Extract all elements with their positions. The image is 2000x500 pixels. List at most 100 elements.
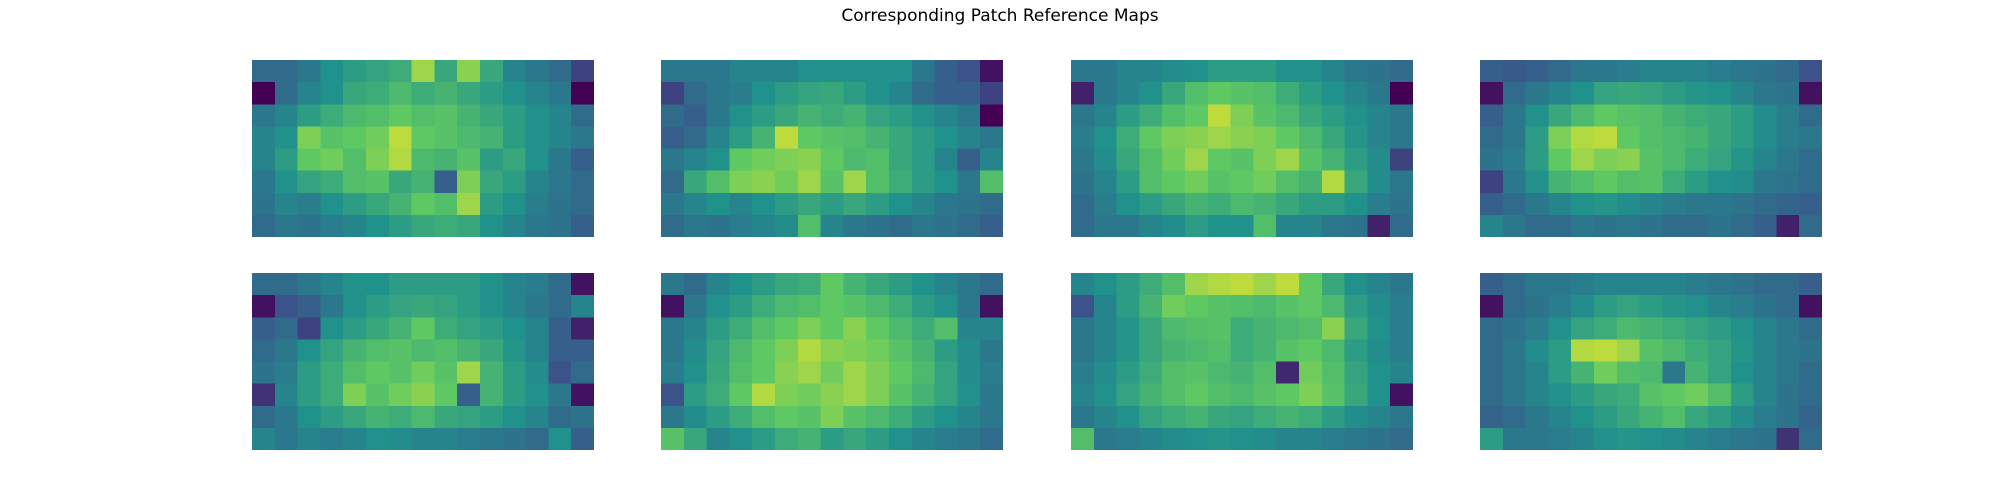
heatmap-cell <box>1571 104 1595 127</box>
heatmap-cell <box>297 170 321 194</box>
heatmap-cell <box>1662 361 1686 385</box>
heatmap-cell <box>274 427 299 450</box>
heatmap-cell <box>1390 104 1413 127</box>
heatmap-cell <box>752 427 776 450</box>
heatmap-cell <box>320 192 344 216</box>
heatmap-cell <box>866 383 890 407</box>
heatmap-cell <box>1594 383 1618 407</box>
heatmap-cell <box>525 273 549 296</box>
heatmap-cell <box>502 60 527 83</box>
heatmap-cell <box>820 82 844 105</box>
heatmap-cell <box>729 317 753 340</box>
heatmap-cell <box>1390 405 1413 429</box>
heatmap-cell <box>1367 427 1391 450</box>
heatmap-cell <box>1525 405 1549 429</box>
heatmap-cell <box>1594 126 1618 149</box>
heatmap-cell <box>1071 383 1095 407</box>
heatmap-cell <box>366 273 390 296</box>
heatmap-cell <box>252 383 276 407</box>
heatmap-cell <box>752 104 776 127</box>
heatmap-cell <box>1594 82 1618 105</box>
heatmap-cell <box>502 295 527 318</box>
heatmap-cell <box>320 317 344 340</box>
heatmap-cell <box>571 339 594 362</box>
heatmap-cell <box>548 273 572 296</box>
heatmap-cell <box>957 148 981 172</box>
heatmap-cell <box>1162 82 1186 105</box>
heatmap-cell <box>683 361 708 385</box>
heatmap-cell <box>775 192 799 216</box>
heatmap-cell <box>411 361 435 385</box>
heatmap-cell <box>934 273 958 296</box>
heatmap-cell <box>502 214 527 237</box>
heatmap-cell <box>1708 126 1732 149</box>
heatmap-cell <box>1776 192 1800 216</box>
heatmap-cell <box>706 192 730 216</box>
heatmap-cell <box>1321 170 1346 194</box>
heatmap-cell <box>297 295 321 318</box>
heatmap-cell <box>1071 126 1095 149</box>
heatmap-cell <box>775 104 799 127</box>
heatmap-cell <box>252 427 276 450</box>
heatmap-cell <box>502 148 527 172</box>
heatmap-cell <box>729 148 753 172</box>
heatmap-cell <box>1662 126 1686 149</box>
heatmap-cell <box>889 148 913 172</box>
heatmap-cell <box>320 126 344 149</box>
heatmap-cell <box>571 126 594 149</box>
heatmap-cell <box>934 192 958 216</box>
heatmap-cell <box>320 214 344 237</box>
heatmap-cell <box>980 192 1003 216</box>
heatmap-cell <box>729 82 753 105</box>
heatmap-cell <box>1594 273 1618 296</box>
heatmap-cell <box>480 170 504 194</box>
heatmap-cell <box>1730 126 1755 149</box>
heatmap-cell <box>1116 214 1140 237</box>
heatmap-cell <box>1708 295 1732 318</box>
heatmap-cell <box>1321 104 1346 127</box>
heatmap-cell <box>1071 361 1095 385</box>
heatmap-cell <box>1253 60 1277 83</box>
heatmap-cell <box>661 361 685 385</box>
heatmap-cell <box>889 126 913 149</box>
heatmap-cell <box>1321 317 1346 340</box>
heatmap-cell <box>1344 82 1368 105</box>
heatmap-cell <box>706 339 730 362</box>
heatmap-cell <box>911 317 936 340</box>
heatmap-cell <box>934 295 958 318</box>
heatmap-cell <box>502 361 527 385</box>
heatmap-cell <box>911 104 936 127</box>
heatmap-cell <box>683 383 708 407</box>
heatmap-cell <box>434 214 458 237</box>
heatmap-cell <box>1685 317 1709 340</box>
heatmap-cell <box>548 192 572 216</box>
heatmap-cell <box>1776 273 1800 296</box>
heatmap-cell <box>1502 60 1527 83</box>
heatmap-cell <box>1594 361 1618 385</box>
heatmap-cell <box>480 126 504 149</box>
heatmap-cell <box>411 295 435 318</box>
heatmap-cell <box>1685 295 1709 318</box>
heatmap-cell <box>1116 383 1140 407</box>
heatmap-cell <box>752 126 776 149</box>
heatmap-cell <box>1685 339 1709 362</box>
heatmap-cell <box>820 383 844 407</box>
heatmap-cell <box>889 192 913 216</box>
heatmap-cell <box>1708 317 1732 340</box>
heatmap-cell <box>1594 427 1618 450</box>
heatmap-cell <box>297 317 321 340</box>
heatmap-cell <box>1662 104 1686 127</box>
heatmap-cell <box>934 317 958 340</box>
heatmap-cell <box>571 427 594 450</box>
heatmap-cell <box>1594 295 1618 318</box>
heatmap-cell <box>343 82 367 105</box>
heatmap-cell <box>1207 192 1232 216</box>
heatmap-cell <box>1185 214 1209 237</box>
heatmap-cell <box>274 405 299 429</box>
heatmap-cell <box>706 104 730 127</box>
heatmap-cell <box>1502 317 1527 340</box>
heatmap-cell <box>457 383 481 407</box>
heatmap-cell <box>820 148 844 172</box>
heatmap-cell <box>1525 383 1549 407</box>
heatmap-cell <box>1548 60 1572 83</box>
